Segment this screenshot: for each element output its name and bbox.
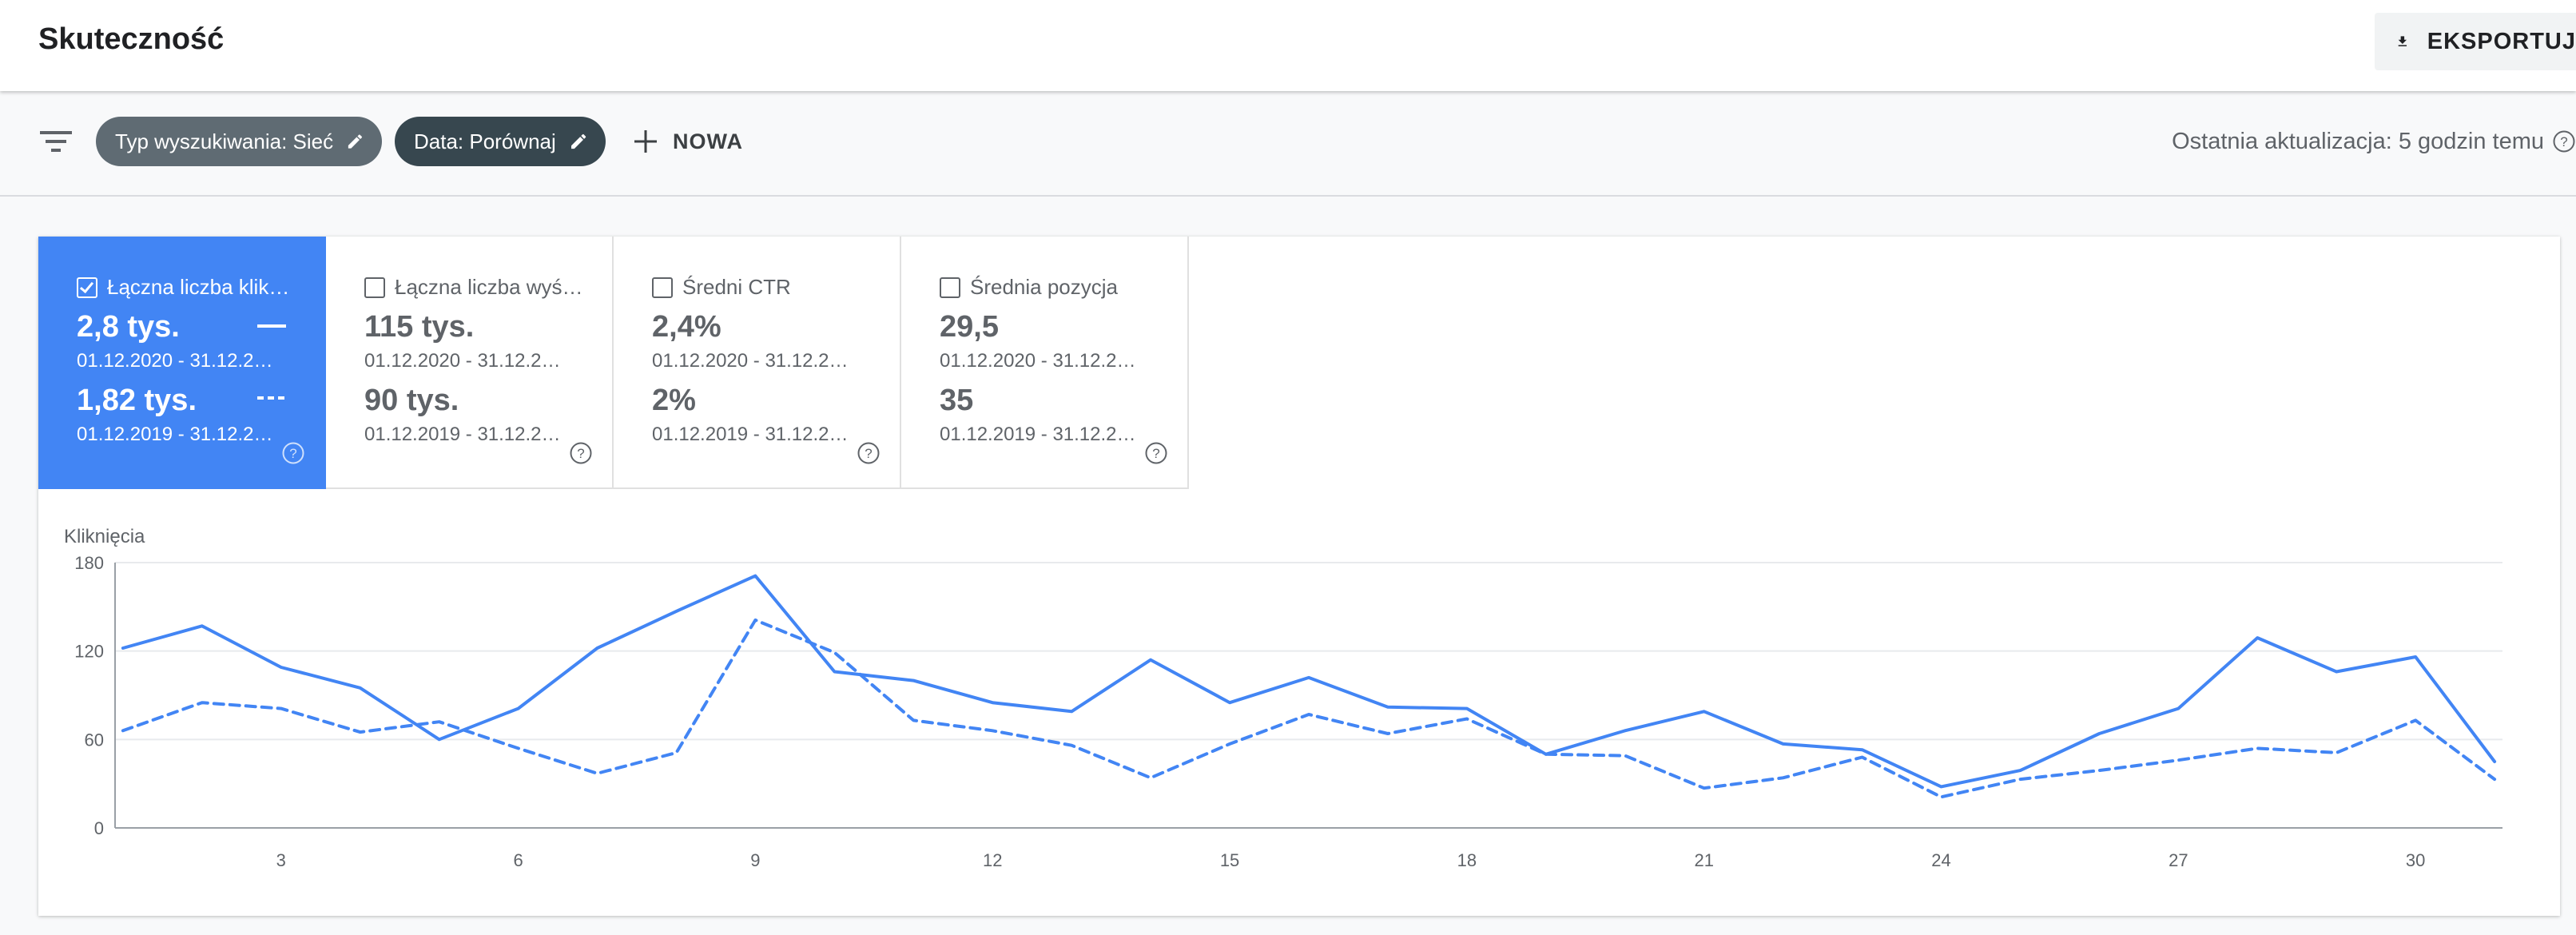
svg-text:?: ? bbox=[865, 446, 872, 461]
svg-text:?: ? bbox=[2560, 134, 2567, 149]
checkbox[interactable] bbox=[940, 277, 960, 298]
checkbox[interactable] bbox=[364, 277, 385, 298]
metric-value-current: 2,8 tys. bbox=[77, 310, 180, 344]
legend-dashed-line-icon bbox=[257, 396, 286, 400]
svg-text:?: ? bbox=[1152, 446, 1159, 461]
metric-range-current: 01.12.2020 - 31.12.2020 bbox=[364, 350, 564, 372]
x-tick-label: 3 bbox=[276, 850, 286, 870]
x-tick-label: 12 bbox=[983, 850, 1002, 870]
metric-range-current: 01.12.2020 - 31.12.2020 bbox=[940, 350, 1139, 372]
clicks-line-chart: 0 60 120 180 3 6 9 12 15 18 21 24 27 30 bbox=[74, 553, 2502, 870]
metric-value-previous: 35 bbox=[940, 384, 974, 417]
download-icon bbox=[2398, 36, 2407, 46]
filter-chip-label: Typ wyszukiwania: Sieć bbox=[115, 129, 334, 153]
chart-y-axis-label: Kliknięcia bbox=[64, 526, 145, 547]
metric-tile-header: Łączna liczba kliknięć bbox=[77, 275, 300, 300]
filter-bar: Typ wyszukiwania: Sieć Data: Porównaj NO… bbox=[0, 93, 2576, 197]
new-filter-label: NOWA bbox=[673, 129, 743, 153]
metric-value-previous: 2% bbox=[652, 384, 696, 417]
y-tick-label: 0 bbox=[94, 818, 104, 838]
metric-tiles: Łączna liczba kliknięć 2,8 tys. 01.12.20… bbox=[38, 237, 1189, 489]
series-line-current bbox=[121, 574, 2497, 789]
export-label: EKSPORTUJ bbox=[2427, 28, 2576, 54]
x-tick-label: 30 bbox=[2406, 850, 2425, 870]
x-tick-label: 24 bbox=[1931, 850, 1950, 870]
metric-value-current: 115 tys. bbox=[364, 310, 475, 344]
check-icon bbox=[79, 278, 94, 293]
help-icon[interactable]: ? bbox=[1144, 441, 1168, 465]
x-tick-label: 6 bbox=[513, 850, 523, 870]
metric-label: Łączna liczba wyświetleń bbox=[395, 275, 588, 299]
edit-icon[interactable] bbox=[569, 130, 588, 153]
metric-range-previous: 01.12.2019 - 31.12.2019 bbox=[364, 424, 564, 445]
help-icon[interactable]: ? bbox=[2552, 129, 2576, 153]
checkbox[interactable] bbox=[77, 277, 97, 298]
metric-label: Średnia pozycja bbox=[970, 275, 1118, 299]
legend-solid-line-icon bbox=[257, 324, 286, 328]
filter-chip-date[interactable]: Data: Porównaj bbox=[395, 117, 606, 166]
export-button[interactable]: EKSPORTUJ bbox=[2375, 13, 2576, 70]
metric-tile-clicks[interactable]: Łączna liczba kliknięć 2,8 tys. 01.12.20… bbox=[38, 237, 326, 489]
page-title: Skuteczność bbox=[38, 22, 225, 56]
help-icon[interactable]: ? bbox=[281, 441, 305, 465]
metric-value-current: 29,5 bbox=[940, 310, 999, 344]
filter-chip-label: Data: Porównaj bbox=[414, 129, 556, 153]
metric-range-current: 01.12.2020 - 31.12.2020 bbox=[652, 350, 852, 372]
metric-label: Łączna liczba kliknięć bbox=[107, 275, 300, 299]
series-line-previous bbox=[121, 618, 2497, 799]
plus-icon bbox=[634, 130, 657, 153]
edit-icon[interactable] bbox=[346, 130, 364, 153]
last-update-text: Ostatnia aktualizacja: 5 godzin temu bbox=[2172, 128, 2544, 154]
page-header: Skuteczność EKSPORTUJ bbox=[0, 0, 2576, 91]
y-tick-label: 120 bbox=[74, 642, 104, 662]
y-tick-label: 60 bbox=[85, 730, 104, 750]
x-tick-label: 9 bbox=[750, 850, 760, 870]
x-tick-label: 21 bbox=[1694, 850, 1713, 870]
metric-value-previous: 1,82 tys. bbox=[77, 384, 197, 417]
metric-tile-impressions[interactable]: Łączna liczba wyświetleń 115 tys. 01.12.… bbox=[326, 237, 614, 489]
performance-card: Łączna liczba kliknięć 2,8 tys. 01.12.20… bbox=[38, 237, 2560, 916]
metric-range-previous: 01.12.2019 - 31.12.2019 bbox=[77, 424, 276, 445]
svg-text:?: ? bbox=[577, 446, 584, 461]
last-update: Ostatnia aktualizacja: 5 godzin temu ? bbox=[2172, 117, 2576, 166]
help-icon[interactable]: ? bbox=[569, 441, 593, 465]
metric-label: Średni CTR bbox=[682, 275, 791, 299]
filter-chip-search-type[interactable]: Typ wyszukiwania: Sieć bbox=[96, 117, 382, 166]
metric-tile-ctr[interactable]: Średni CTR 2,4% 01.12.2020 - 31.12.2020 … bbox=[614, 237, 901, 489]
metric-range-previous: 01.12.2019 - 31.12.2019 bbox=[940, 424, 1139, 445]
y-tick-label: 180 bbox=[74, 553, 104, 573]
metric-tile-header: Łączna liczba wyświetleń bbox=[364, 275, 588, 300]
checkbox[interactable] bbox=[652, 277, 673, 298]
metric-value-current: 2,4% bbox=[652, 310, 722, 344]
help-icon[interactable]: ? bbox=[857, 441, 881, 465]
x-tick-label: 18 bbox=[1457, 850, 1477, 870]
x-tick-label: 15 bbox=[1220, 850, 1239, 870]
metric-range-previous: 01.12.2019 - 31.12.2019 bbox=[652, 424, 852, 445]
svg-text:?: ? bbox=[289, 446, 296, 461]
metric-tile-position[interactable]: Średnia pozycja 29,5 01.12.2020 - 31.12.… bbox=[901, 237, 1189, 489]
metric-tile-header: Średni CTR bbox=[652, 275, 876, 300]
filter-icon[interactable] bbox=[40, 129, 72, 153]
x-tick-label: 27 bbox=[2169, 850, 2188, 870]
metric-value-previous: 90 tys. bbox=[364, 384, 459, 417]
metric-tile-header: Średnia pozycja bbox=[940, 275, 1163, 300]
new-filter-button[interactable]: NOWA bbox=[633, 117, 743, 166]
metric-range-current: 01.12.2020 - 31.12.2020 bbox=[77, 350, 276, 372]
